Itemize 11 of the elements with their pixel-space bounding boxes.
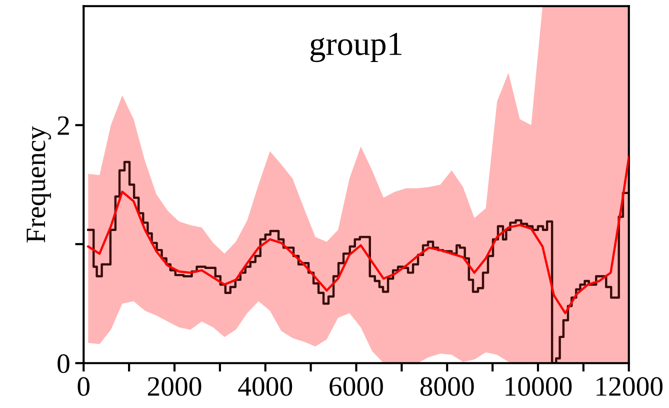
y-axis-title: Frequency: [26, 126, 51, 242]
x-tick-label: 0: [78, 377, 90, 396]
x-tick-label: 10000: [506, 377, 572, 396]
x-tick-label: 4000: [238, 377, 292, 396]
line-series: [87, 156, 629, 314]
x-tick-label: 8000: [420, 377, 474, 396]
x-tick-label: 12000: [596, 377, 663, 396]
text: group1: [310, 32, 402, 62]
y-tick-label: 2: [58, 116, 69, 135]
x-tick-label: 2000: [148, 377, 202, 396]
x-tick-label: 6000: [330, 377, 383, 396]
